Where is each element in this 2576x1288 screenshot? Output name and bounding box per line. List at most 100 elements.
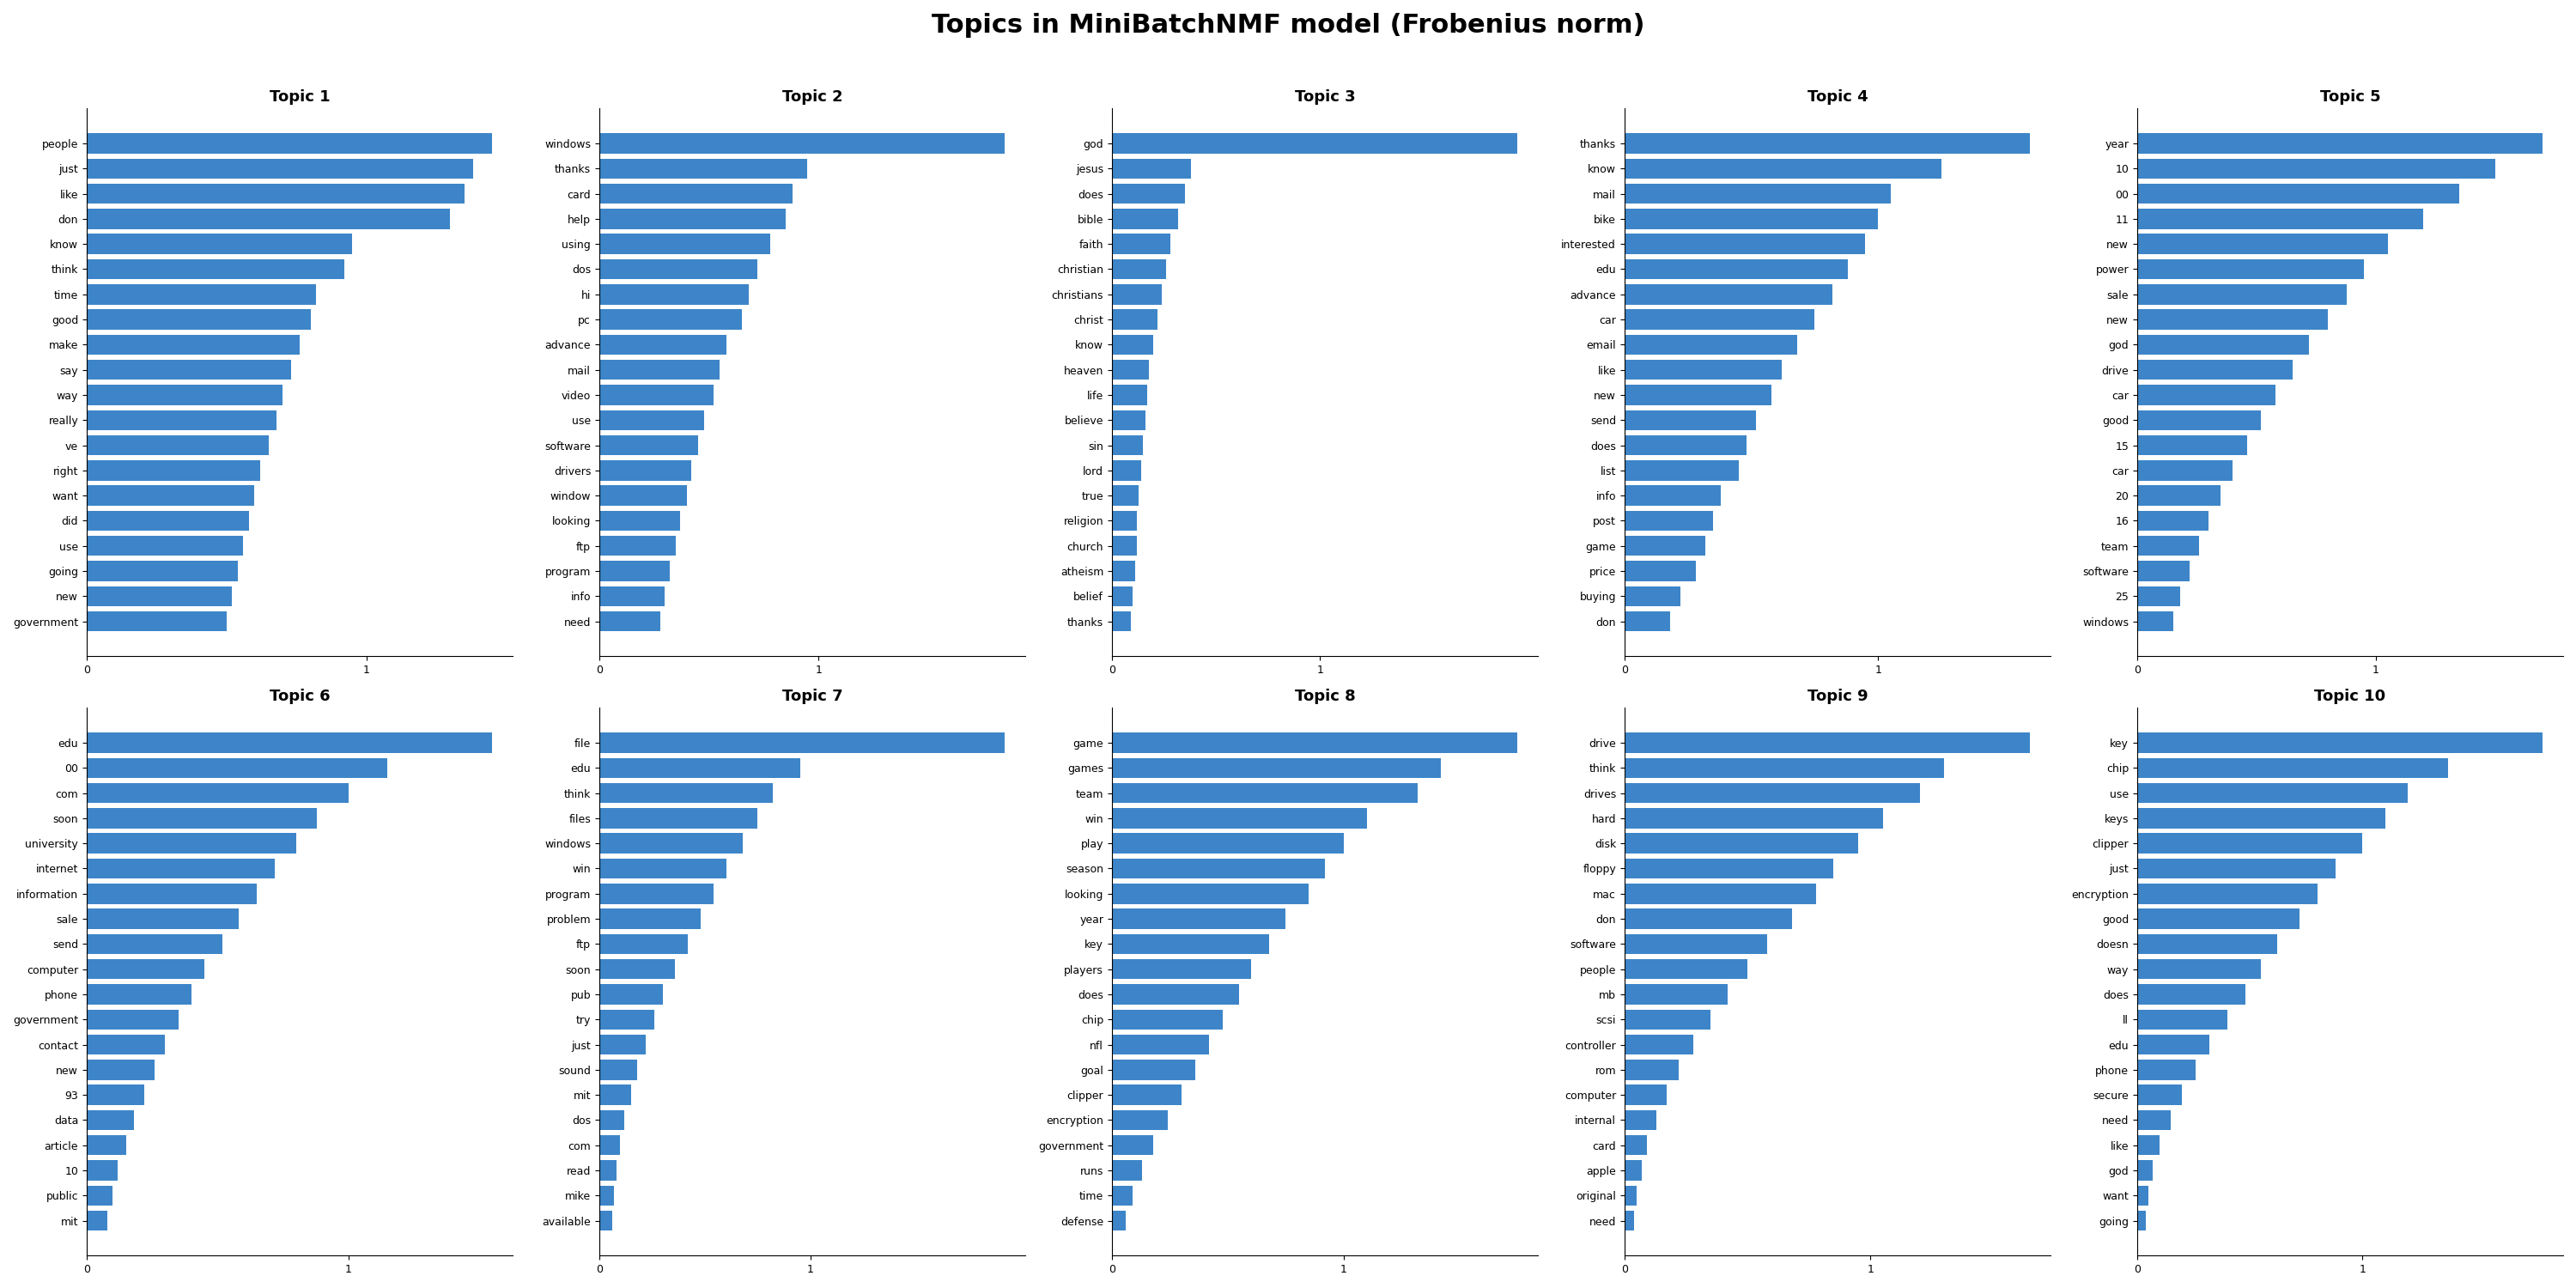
Bar xyxy=(1113,833,1345,854)
Bar xyxy=(1113,1084,1182,1105)
Bar xyxy=(1113,285,1162,304)
Bar xyxy=(1625,586,1680,607)
Bar xyxy=(2138,783,2409,804)
Bar xyxy=(1625,309,1814,330)
Bar xyxy=(1625,562,1695,581)
Bar xyxy=(1113,909,1285,929)
Bar xyxy=(600,1185,613,1206)
Bar xyxy=(1113,1160,1141,1180)
Bar xyxy=(2138,934,2277,954)
Bar xyxy=(88,1010,178,1029)
Bar xyxy=(1625,460,1739,480)
Bar xyxy=(600,510,680,531)
Bar xyxy=(88,460,260,480)
Bar xyxy=(600,460,690,480)
Bar xyxy=(88,612,227,631)
Bar xyxy=(600,410,703,430)
Bar xyxy=(600,435,698,455)
Bar xyxy=(1625,1160,1641,1180)
Bar xyxy=(1625,536,1705,556)
Bar xyxy=(2138,909,2300,929)
Bar xyxy=(1113,385,1146,404)
Bar xyxy=(600,259,757,279)
Bar xyxy=(88,1185,113,1206)
Bar xyxy=(2138,385,2275,404)
Bar xyxy=(88,909,240,929)
Bar xyxy=(2138,859,2336,878)
Bar xyxy=(2138,510,2208,531)
Bar xyxy=(2138,757,2447,778)
Bar xyxy=(600,833,742,854)
Bar xyxy=(2138,410,2262,430)
Bar xyxy=(2138,808,2385,828)
Bar xyxy=(600,586,665,607)
Bar xyxy=(1625,1211,1633,1231)
Bar xyxy=(600,1160,616,1180)
Bar xyxy=(1625,134,2030,153)
Bar xyxy=(1113,410,1146,430)
Bar xyxy=(2138,1110,2172,1130)
Bar xyxy=(2138,612,2174,631)
Bar xyxy=(1113,984,1239,1005)
Bar xyxy=(88,209,451,229)
Bar xyxy=(2138,1185,2148,1206)
Bar xyxy=(1113,1034,1208,1055)
Bar xyxy=(2138,158,2496,179)
Bar xyxy=(88,884,258,904)
Bar xyxy=(88,1084,144,1105)
Bar xyxy=(88,586,232,607)
Bar xyxy=(1113,757,1440,778)
Bar xyxy=(2138,486,2221,506)
Bar xyxy=(600,909,701,929)
Bar xyxy=(1625,486,1721,506)
Bar xyxy=(600,733,1005,753)
Bar xyxy=(1113,934,1270,954)
Bar xyxy=(1113,808,1368,828)
Bar xyxy=(88,435,268,455)
Bar xyxy=(600,1060,636,1079)
Bar xyxy=(1625,158,1942,179)
Bar xyxy=(1625,1034,1692,1055)
Bar xyxy=(1625,733,2030,753)
Bar xyxy=(88,486,255,506)
Bar xyxy=(2138,960,2262,979)
Bar xyxy=(1625,335,1798,354)
Bar xyxy=(88,1034,165,1055)
Bar xyxy=(2138,884,2318,904)
Title: Topic 6: Topic 6 xyxy=(270,689,330,705)
Bar xyxy=(88,259,345,279)
Bar xyxy=(1625,184,1891,204)
Bar xyxy=(88,410,276,430)
Bar xyxy=(600,1010,654,1029)
Bar xyxy=(600,757,801,778)
Bar xyxy=(1113,562,1136,581)
Bar xyxy=(88,158,474,179)
Bar xyxy=(2138,562,2190,581)
Bar xyxy=(2138,134,2543,153)
Bar xyxy=(1113,1060,1195,1079)
Bar xyxy=(1113,884,1309,904)
Bar xyxy=(1625,510,1713,531)
Bar xyxy=(2138,536,2200,556)
Bar xyxy=(2138,984,2246,1005)
Bar xyxy=(600,158,806,179)
Title: Topic 3: Topic 3 xyxy=(1296,89,1355,104)
Bar xyxy=(88,859,276,878)
Bar xyxy=(1625,435,1747,455)
Bar xyxy=(2138,1160,2154,1180)
Bar xyxy=(600,562,670,581)
Bar xyxy=(1625,1060,1680,1079)
Bar xyxy=(1625,934,1767,954)
Bar xyxy=(600,612,659,631)
Bar xyxy=(1113,783,1417,804)
Bar xyxy=(2138,833,2362,854)
Bar xyxy=(88,234,353,254)
Bar xyxy=(1625,359,1783,380)
Bar xyxy=(1625,833,1857,854)
Bar xyxy=(1113,335,1154,354)
Bar xyxy=(88,1110,134,1130)
Bar xyxy=(2138,733,2543,753)
Bar xyxy=(1113,259,1167,279)
Bar xyxy=(88,359,291,380)
Bar xyxy=(600,1211,613,1231)
